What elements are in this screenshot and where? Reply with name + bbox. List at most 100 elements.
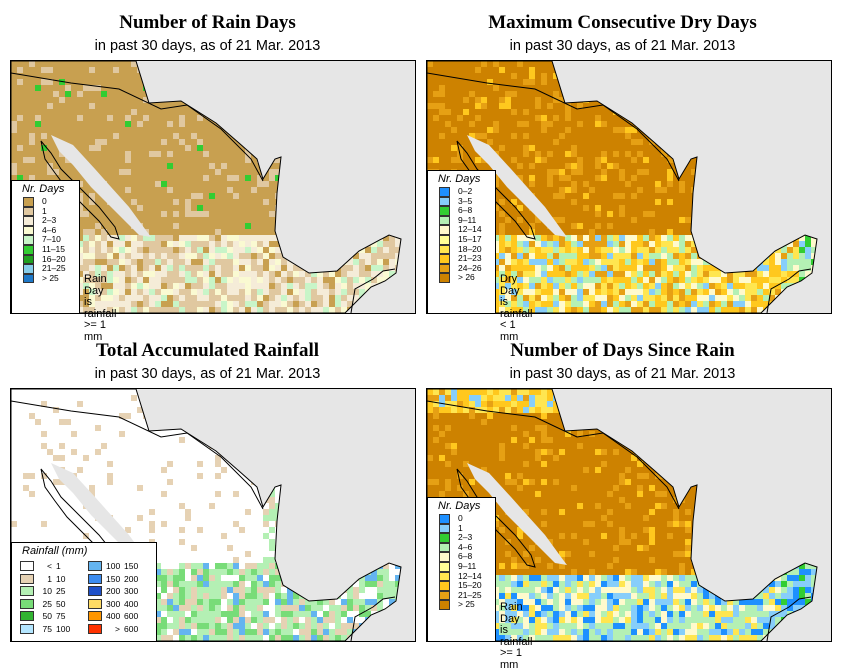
legend-swatch (20, 586, 34, 596)
legend-swatch (23, 207, 34, 217)
legend-label: > 26 (458, 272, 475, 282)
legend-swatch (439, 552, 450, 562)
panel-title: Total Accumulated Rainfall (0, 340, 415, 362)
legend-label: 12–14 (458, 571, 482, 581)
legend-swatch (23, 264, 34, 274)
legend-swatch (439, 572, 450, 582)
legend-label: 0 (42, 196, 47, 206)
legend-label: 1 (42, 206, 47, 216)
legend-swatch (20, 574, 34, 584)
legend-swatch (23, 245, 34, 255)
panel-subtitle: in past 30 days, as of 21 Mar. 2013 (0, 366, 415, 382)
legend-title: Rainfall (mm) (22, 545, 156, 557)
legend-item: > 25 (12, 274, 79, 284)
legend-range-to: 50 (56, 599, 65, 609)
legend-swatch (439, 264, 450, 274)
legend-swatch (439, 187, 450, 197)
panel-title: Number of Days Since Rain (415, 340, 830, 362)
panel-subtitle: in past 30 days, as of 21 Mar. 2013 (415, 38, 830, 54)
legend-label: 6–8 (458, 551, 472, 561)
legend-label: 16–20 (42, 254, 66, 264)
legend-range-from: 50 (38, 611, 52, 621)
note-line: >= 1 mm (500, 648, 532, 671)
legend-swatch (439, 581, 450, 591)
panel-subtitle: in past 30 days, as of 21 Mar. 2013 (0, 38, 415, 54)
legend-swatch (439, 245, 450, 255)
legend-range-to: 200 (124, 574, 138, 584)
legend-label: 3–5 (458, 196, 472, 206)
legend-swatch (20, 561, 34, 571)
legend-range-from: 25 (38, 599, 52, 609)
legend-range-to: 100 (56, 624, 70, 634)
legend-swatch (23, 235, 34, 245)
legend-range-to: 600 (124, 611, 138, 621)
note-line: Dry Day (500, 274, 532, 297)
legend-swatch (23, 274, 34, 284)
legend-swatch (439, 514, 450, 524)
legend-label: 4–6 (42, 225, 56, 235)
legend-label: 2–3 (42, 215, 56, 225)
legend-range-from: > (106, 624, 120, 634)
legend-label: > 25 (42, 273, 59, 283)
legend-swatch (439, 562, 450, 572)
legend-range-to: 75 (56, 611, 65, 621)
legend-swatch (439, 206, 450, 216)
legend-swatch (88, 561, 102, 571)
legend-swatch (439, 591, 450, 601)
legend-label: 15–17 (458, 234, 482, 244)
panel-title: Maximum Consecutive Dry Days (415, 12, 830, 34)
legend-label: 15–20 (458, 580, 482, 590)
legend-label: 12–14 (458, 224, 482, 234)
legend-note: Rain Day is rainfall >= 1 mm (84, 274, 116, 343)
legend-range-to: 10 (56, 574, 65, 584)
legend-swatch (20, 624, 34, 634)
note-line: is rainfall (84, 297, 116, 320)
legend-title: Nr. Days (438, 500, 495, 512)
legend-label: 6–8 (458, 205, 472, 215)
legend-swatch (88, 611, 102, 621)
note-line: is rainfall (500, 297, 532, 320)
legend-range-from: < (38, 561, 52, 571)
legend-label: 4–6 (458, 542, 472, 552)
legend-swatch (23, 197, 34, 207)
legend-swatch (439, 524, 450, 534)
legend-note: Rain Day is rainfall >= 1 mm (500, 602, 532, 671)
legend-range-to: 300 (124, 586, 138, 596)
legend-label: 21–23 (458, 253, 482, 263)
legend-label: 2–3 (458, 532, 472, 542)
legend-range-from: 200 (106, 586, 120, 596)
legend-swatch (23, 226, 34, 236)
legend-swatch (88, 599, 102, 609)
legend-swatch (439, 600, 450, 610)
legend-note: Dry Day is rainfall < 1 mm (500, 274, 532, 343)
legend-label: 18–20 (458, 244, 482, 254)
legend-label: 0 (458, 513, 463, 523)
legend-range-to: 25 (56, 586, 65, 596)
legend-label: > 25 (458, 599, 475, 609)
legend-swatch (88, 586, 102, 596)
legend-swatch (439, 273, 450, 283)
legend-swatch (439, 254, 450, 264)
legend-swatch (23, 216, 34, 226)
legend-label: 9–11 (458, 561, 476, 571)
note-line: is rainfall (500, 625, 532, 648)
legend-swatch (439, 225, 450, 235)
legend-range-from: 75 (38, 624, 52, 634)
legend-item: > 25 (428, 600, 495, 610)
legend-range-from: 1 (38, 574, 52, 584)
legend-range-to: 400 (124, 599, 138, 609)
legend-swatch (439, 543, 450, 553)
legend-range-from: 400 (106, 611, 120, 621)
legend-range-from: 10 (38, 586, 52, 596)
legend-range-from: 100 (106, 561, 120, 571)
legend-label: 9–11 (458, 215, 476, 225)
legend-range-to: 150 (124, 561, 138, 571)
legend-label: 21–25 (42, 263, 66, 273)
legend-swatch (439, 197, 450, 207)
legend-title: Nr. Days (22, 183, 79, 195)
legend-label: 0–2 (458, 186, 472, 196)
legend-swatch (439, 235, 450, 245)
